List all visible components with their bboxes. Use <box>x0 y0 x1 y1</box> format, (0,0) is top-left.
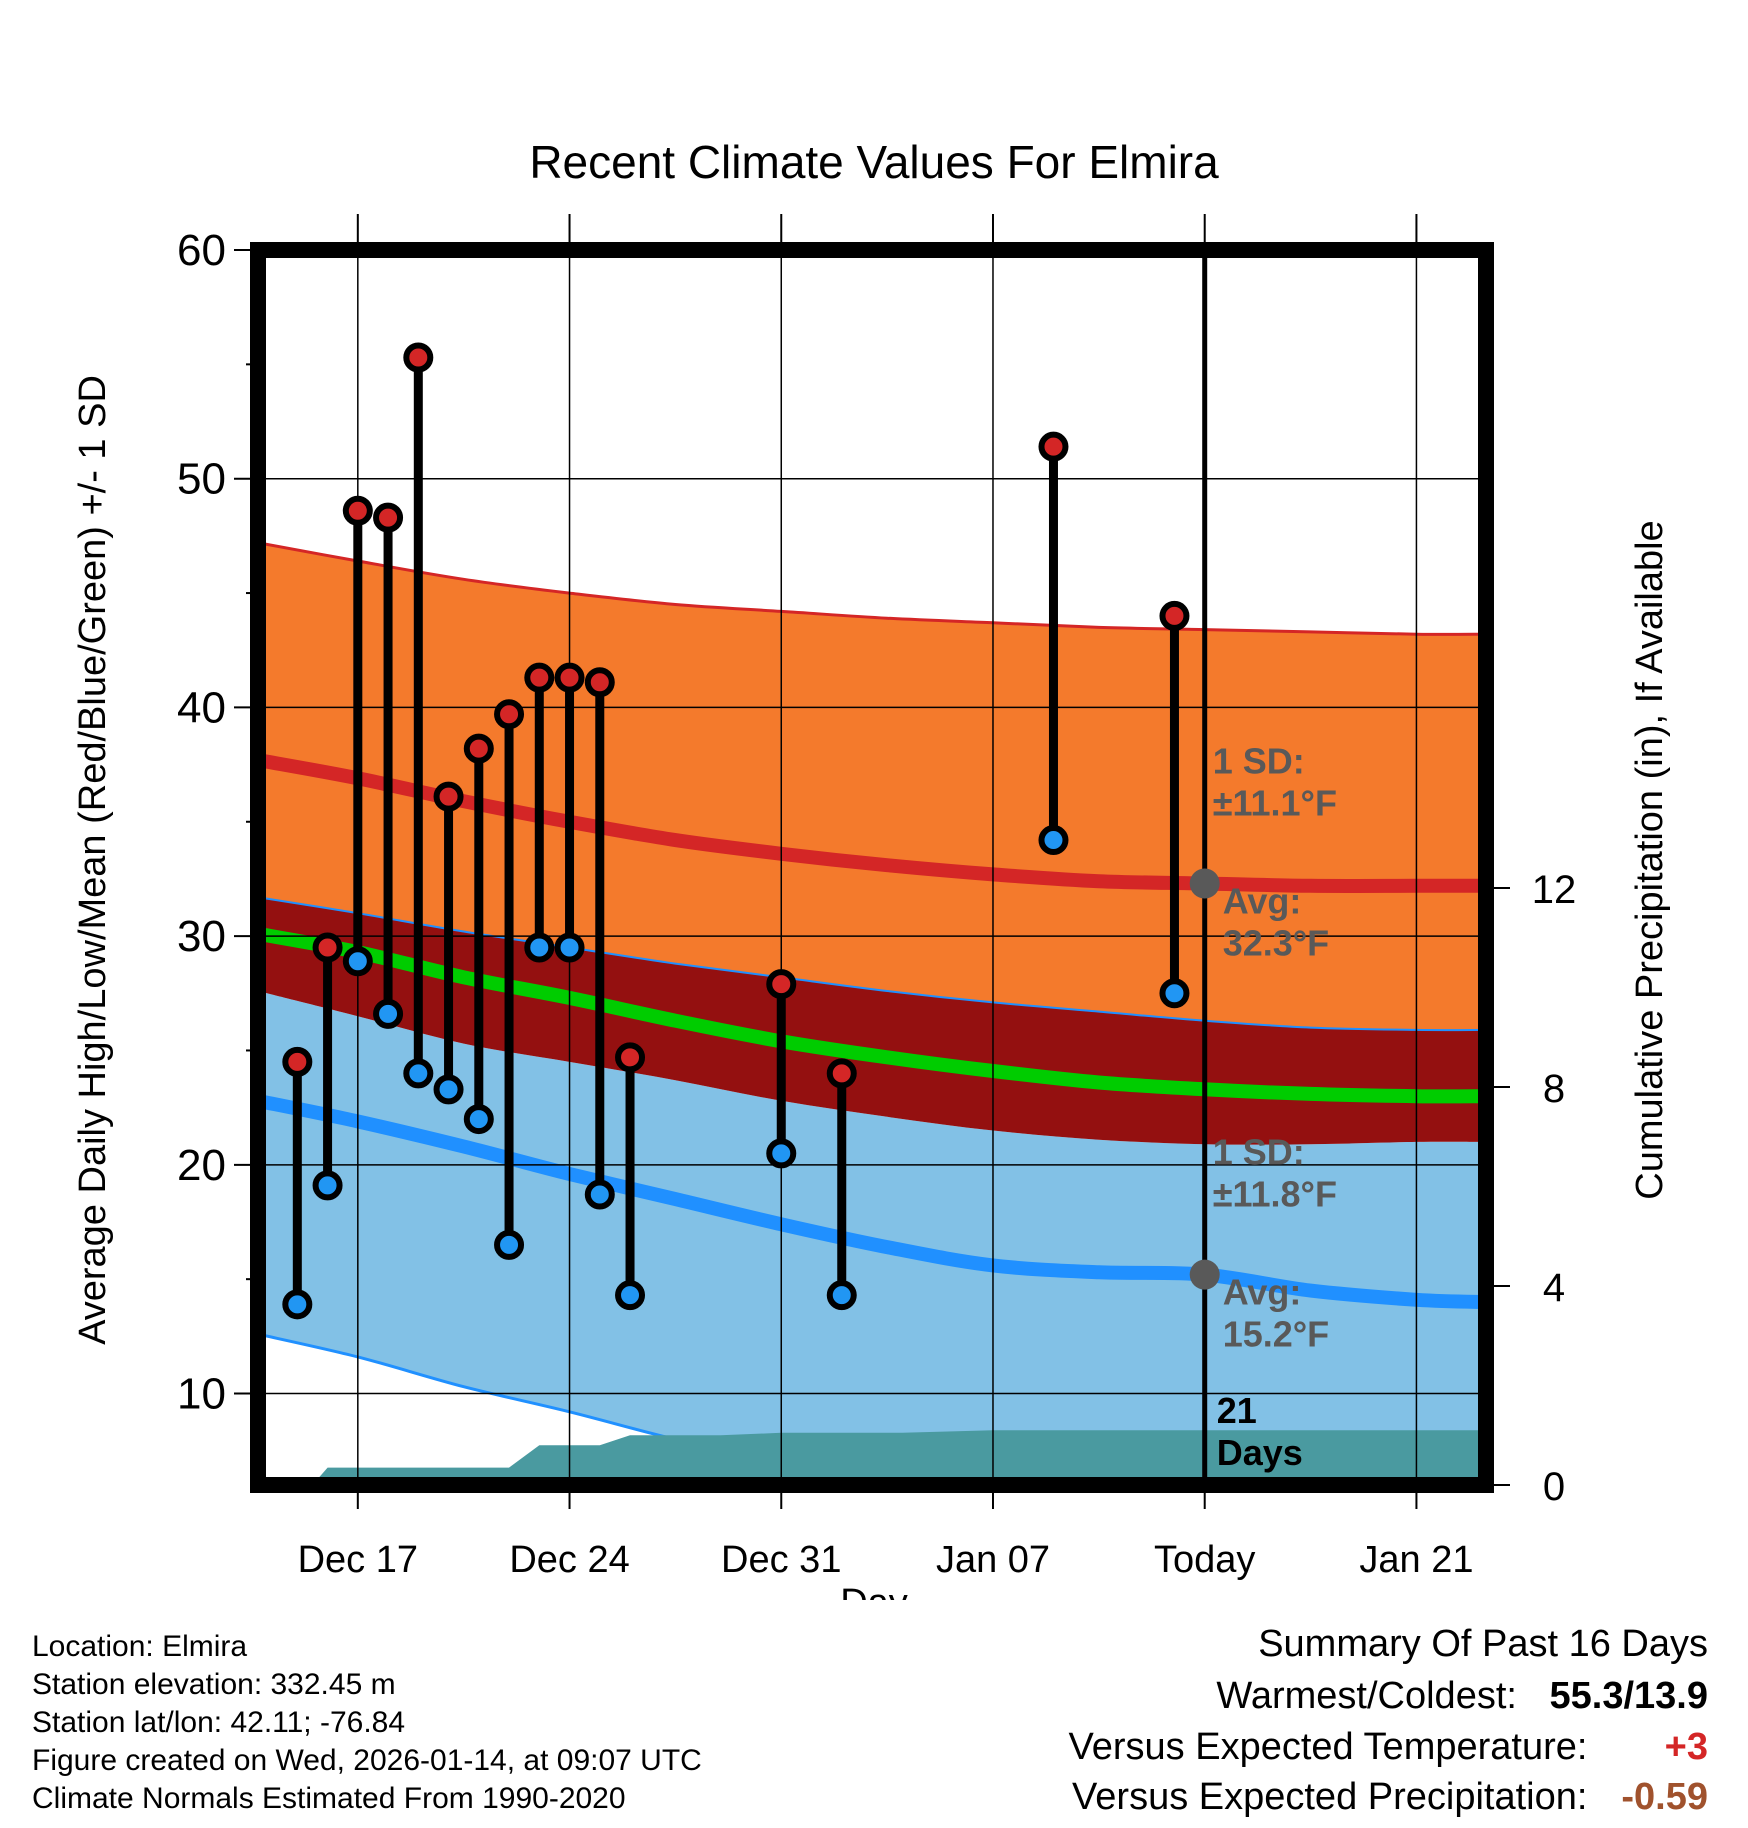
annotation-value: ±11.8°F <box>1213 1174 1337 1215</box>
annotation-value: ±11.1°F <box>1213 783 1337 824</box>
obs-low-point <box>282 1289 313 1320</box>
annotation-value: Days <box>1217 1432 1303 1473</box>
y2-tick-label: 12 <box>1532 868 1577 912</box>
station-info: Location: Elmira Station elevation: 332.… <box>32 1628 702 1818</box>
today-high-avg-marker <box>1189 868 1220 899</box>
annotation-value: 15.2°F <box>1223 1314 1329 1355</box>
y-tick-label: 60 <box>177 226 226 275</box>
obs-high-point <box>494 699 525 730</box>
high-minus-sd-line <box>258 896 1486 1032</box>
obs-low-point <box>373 998 404 1029</box>
obs-high-point <box>1159 600 1190 631</box>
obs-low-point <box>554 932 585 963</box>
obs-low-point <box>433 1074 464 1105</box>
summary-temp-value: +3 <box>1664 1726 1708 1768</box>
obs-high-point <box>826 1058 857 1089</box>
summary-temp: Versus Expected Temperature: +3 <box>1069 1722 1708 1772</box>
obs-high-point <box>403 342 434 373</box>
obs-low-point <box>312 1170 343 1201</box>
plot-frame <box>250 242 1494 1493</box>
y-tick-label: 10 <box>177 1370 226 1419</box>
obs-low-point <box>463 1104 494 1135</box>
annotation-label: Avg: <box>1223 881 1302 922</box>
x-tick-label: Dec 24 <box>509 1539 629 1581</box>
obs-low-point <box>403 1058 434 1089</box>
summary-temp-label: Versus Expected Temperature: <box>1068 1726 1588 1768</box>
y2-axis-label: Cumulative Precipitation (in), If Availa… <box>1629 520 1671 1199</box>
obs-high-point <box>766 969 797 1000</box>
obs-low-point <box>342 946 373 977</box>
annotation-label: Avg: <box>1223 1272 1302 1313</box>
today-low-avg-marker <box>1189 1259 1220 1290</box>
x-tick-label: Dec 31 <box>721 1539 841 1581</box>
x-tick-label: Dec 17 <box>298 1539 418 1581</box>
obs-high-point <box>524 662 555 693</box>
obs-high-point <box>312 932 343 963</box>
annotation-label: 21 <box>1217 1390 1257 1431</box>
low-avg-line <box>258 1093 1486 1309</box>
obs-high-point <box>373 502 404 533</box>
info-normals: Climate Normals Estimated From 1990-2020 <box>32 1782 626 1815</box>
y2-tick-label: 8 <box>1543 1067 1565 1111</box>
annotation-value: 32.3°F <box>1223 923 1329 964</box>
obs-high-point <box>615 1042 646 1073</box>
precip-area <box>312 1430 1486 1485</box>
high-avg-line <box>258 753 1486 893</box>
obs-low-point <box>1159 978 1190 1009</box>
summary-precip-value: -0.59 <box>1621 1776 1708 1818</box>
summary-warm-cold-label: Warmest/Coldest: <box>1216 1675 1517 1717</box>
obs-low-point <box>1038 825 1069 856</box>
summary-precip-label: Versus Expected Precipitation: <box>1072 1776 1588 1818</box>
info-location: Location: Elmira <box>32 1630 248 1663</box>
high-plus-sd-line <box>258 541 1486 636</box>
x-tick-label: Jan 07 <box>936 1539 1050 1581</box>
obs-high-point <box>433 781 464 812</box>
summary-panel: Summary Of Past 16 Days Warmest/Coldest:… <box>1069 1618 1708 1822</box>
mean-avg-line <box>258 926 1486 1104</box>
summary-warm-cold: Warmest/Coldest: 55.3/13.9 <box>1069 1670 1708 1722</box>
summary-precip: Versus Expected Precipitation: -0.59 <box>1069 1772 1708 1822</box>
annotation-label: 1 SD: <box>1213 741 1305 782</box>
obs-high-point <box>342 495 373 526</box>
obs-low-point <box>524 932 555 963</box>
x-axis-label: Day <box>840 1582 908 1600</box>
obs-high-point <box>282 1046 313 1077</box>
info-latlon: Station lat/lon: 42.11; -76.84 <box>32 1706 406 1739</box>
y-tick-label: 30 <box>177 912 226 961</box>
y2-tick-label: 4 <box>1543 1266 1565 1310</box>
info-created: Figure created on Wed, 2026-01-14, at 09… <box>32 1744 702 1777</box>
climate-chart: Recent Climate Values For Elmira 1 SD:±1… <box>72 136 1671 1600</box>
obs-low-point <box>615 1280 646 1311</box>
obs-low-point <box>766 1138 797 1169</box>
obs-high-point <box>463 733 494 764</box>
x-tick-label: Jan 21 <box>1359 1539 1473 1581</box>
y-tick-label: 20 <box>177 1141 226 1190</box>
chart-title: Recent Climate Values For Elmira <box>529 136 1219 188</box>
obs-high-point <box>1038 431 1069 462</box>
y-tick-label: 40 <box>177 683 226 732</box>
summary-warm-cold-value: 55.3/13.9 <box>1549 1675 1708 1717</box>
summary-title: Summary Of Past 16 Days <box>1258 1623 1708 1665</box>
obs-low-point <box>494 1229 525 1260</box>
y2-tick-label: 0 <box>1543 1465 1565 1509</box>
info-elevation: Station elevation: 332.45 m <box>32 1668 396 1701</box>
x-tick-label: Today <box>1154 1539 1255 1581</box>
y-tick-label: 50 <box>177 455 226 504</box>
obs-low-point <box>584 1179 615 1210</box>
y-axis-label: Average Daily High/Low/Mean (Red/Blue/Gr… <box>72 375 114 1345</box>
obs-low-point <box>826 1280 857 1311</box>
obs-high-point <box>584 667 615 698</box>
annotation-label: 1 SD: <box>1213 1132 1305 1173</box>
obs-high-point <box>554 662 585 693</box>
